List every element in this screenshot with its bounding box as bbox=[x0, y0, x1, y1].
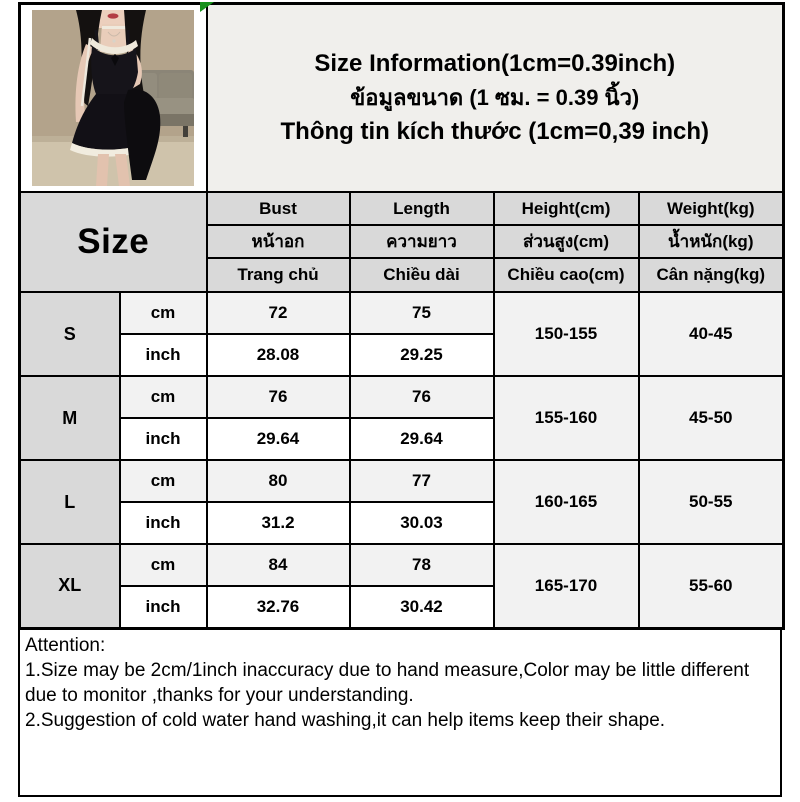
product-photo bbox=[32, 10, 195, 186]
product-photo-cell bbox=[18, 2, 208, 193]
bust-inch-xl: 32.76 bbox=[205, 585, 351, 629]
col-header-length-vi: Chiều dài bbox=[348, 257, 495, 293]
table-row: inch 28.08 29.25 bbox=[20, 333, 784, 377]
col-header-height-vi: Chiều cao(cm) bbox=[492, 257, 640, 293]
bust-inch-l: 31.2 bbox=[205, 501, 351, 545]
table-row: M cm 76 76 155-160 45-50 bbox=[18, 375, 785, 461]
bust-cm-s: 72 bbox=[205, 291, 351, 335]
size-table: Size Information(1cm=0.39inch) ข้อมูลขนา… bbox=[18, 2, 786, 630]
unit-label: cm bbox=[118, 543, 208, 587]
unit-label: inch bbox=[118, 501, 208, 545]
unit-label: cm bbox=[118, 459, 208, 503]
size-label-xl: XL bbox=[18, 543, 121, 629]
table-row: XL cm 84 78 165-170 55-60 bbox=[18, 543, 785, 629]
length-cm-l: 77 bbox=[348, 459, 495, 503]
length-inch-m: 29.64 bbox=[348, 417, 495, 461]
col-header-weight-vi: Cân nặng(kg) bbox=[637, 257, 785, 293]
bust-cm-m: 76 bbox=[205, 375, 351, 419]
unit-label: cm bbox=[118, 375, 208, 419]
col-header-length-en: Length bbox=[348, 191, 495, 226]
length-cm-s: 75 bbox=[348, 291, 495, 335]
green-corner-flag-icon bbox=[200, 2, 214, 12]
attention-box: Attention: 1.Size may be 2cm/1inch inacc… bbox=[18, 627, 782, 797]
bust-inch-s: 28.08 bbox=[205, 333, 351, 377]
col-header-weight-en: Weight(kg) bbox=[637, 191, 785, 226]
col-header-height-th: ส่วนสูง(cm) bbox=[492, 224, 640, 259]
table-row: inch 29.64 29.64 bbox=[20, 417, 784, 461]
table-row: L cm 80 77 160-165 50-55 bbox=[18, 459, 785, 545]
weight-m: 45-50 bbox=[637, 375, 785, 461]
table-row: inch 31.2 30.03 bbox=[20, 501, 784, 545]
length-cm-m: 76 bbox=[348, 375, 495, 419]
title-block: Size Information(1cm=0.39inch) ข้อมูลขนา… bbox=[209, 49, 782, 147]
unit-label: inch bbox=[118, 333, 208, 377]
size-info-sheet: Size Information(1cm=0.39inch) ข้อมูลขนา… bbox=[18, 2, 786, 797]
unit-label: inch bbox=[118, 585, 208, 629]
table-row: S cm 72 75 150-155 40-45 bbox=[18, 291, 785, 377]
unit-label: cm bbox=[118, 291, 208, 335]
attention-note-1: 1.Size may be 2cm/1inch inaccuracy due t… bbox=[25, 659, 750, 706]
unit-label: inch bbox=[118, 417, 208, 461]
length-cm-xl: 78 bbox=[348, 543, 495, 587]
attention-note-2: 2.Suggestion of cold water hand washing,… bbox=[25, 709, 666, 731]
size-header-cell: Size bbox=[18, 191, 208, 293]
length-inch-s: 29.25 bbox=[348, 333, 495, 377]
col-header-bust-vi: Trang chủ bbox=[205, 257, 351, 293]
height-l: 160-165 bbox=[492, 459, 640, 545]
table-row: inch 32.76 30.42 bbox=[20, 585, 784, 629]
col-header-weight-th: น้ำหนัก(kg) bbox=[637, 224, 785, 259]
title-thai: ข้อมูลขนาด (1 ซม. = 0.39 นิ้ว) bbox=[350, 85, 640, 110]
size-label-s: S bbox=[18, 291, 121, 377]
length-inch-xl: 30.42 bbox=[348, 585, 495, 629]
title-cell: Size Information(1cm=0.39inch) ข้อมูลขนา… bbox=[205, 2, 785, 193]
title-vietnamese: Thông tin kích thước (1cm=0,39 inch) bbox=[280, 118, 710, 145]
size-label-m: M bbox=[18, 375, 121, 461]
bust-cm-l: 80 bbox=[205, 459, 351, 503]
weight-l: 50-55 bbox=[637, 459, 785, 545]
col-header-bust-en: Bust bbox=[205, 191, 351, 226]
size-label-l: L bbox=[18, 459, 121, 545]
height-s: 150-155 bbox=[492, 291, 640, 377]
col-header-height-en: Height(cm) bbox=[492, 191, 640, 226]
col-header-length-th: ความยาว bbox=[348, 224, 495, 259]
title-english: Size Information(1cm=0.39inch) bbox=[314, 50, 676, 77]
length-inch-l: 30.03 bbox=[348, 501, 495, 545]
col-header-bust-th: หน้าอก bbox=[205, 224, 351, 259]
bust-inch-m: 29.64 bbox=[205, 417, 351, 461]
attention-heading: Attention: bbox=[25, 634, 106, 656]
height-m: 155-160 bbox=[492, 375, 640, 461]
bust-cm-xl: 84 bbox=[205, 543, 351, 587]
weight-s: 40-45 bbox=[637, 291, 785, 377]
height-xl: 165-170 bbox=[492, 543, 640, 629]
photo-model bbox=[70, 10, 161, 186]
weight-xl: 55-60 bbox=[637, 543, 785, 629]
